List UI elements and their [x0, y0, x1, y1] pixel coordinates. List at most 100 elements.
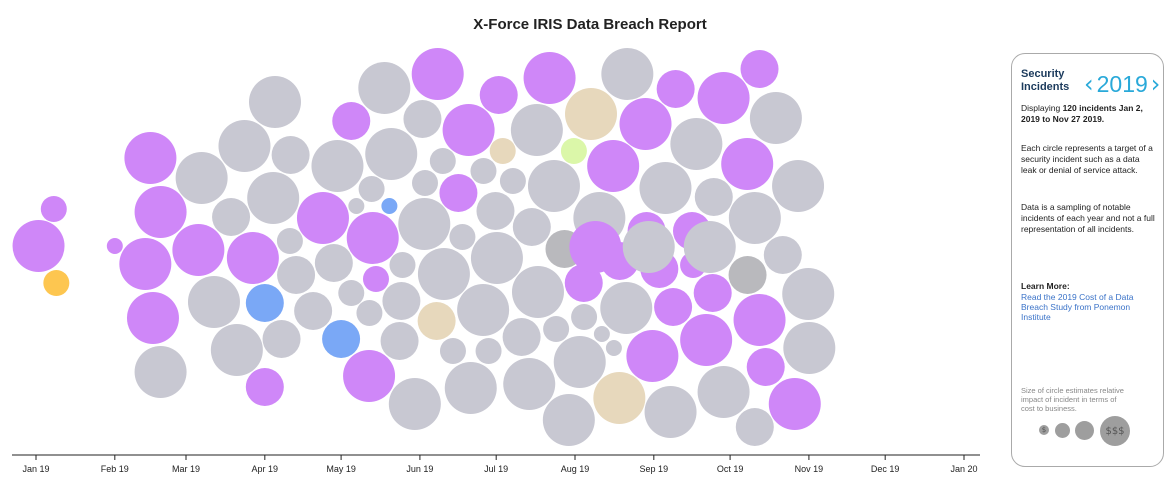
incident-bubble [782, 268, 835, 320]
incident-bubble [470, 232, 523, 284]
incident-bubble [212, 198, 251, 236]
display-prefix: Displaying [1021, 103, 1063, 113]
incident-bubble [639, 162, 692, 214]
chart-title: X-Force IRIS Data Breach Report [473, 16, 707, 33]
legend-large-symbol: $$$ [1105, 425, 1125, 437]
incident-bubble [569, 221, 622, 273]
incident-bubble [553, 336, 606, 388]
incident-bubble [680, 314, 733, 366]
incident-bubble [380, 322, 419, 360]
incident-bubble [411, 48, 464, 100]
description-circles: Each circle represents a target of a sec… [1021, 143, 1153, 175]
incident-bubble [439, 174, 478, 212]
incident-bubble [106, 238, 123, 254]
chevron-left-icon[interactable]: ‹ [1084, 70, 1094, 98]
incident-bubble [600, 282, 653, 334]
incident-bubble [644, 386, 697, 438]
incident-bubble [411, 170, 438, 196]
description-sampling: Data is a sampling of notable incidents … [1021, 202, 1155, 234]
info-panel: Security Incidents ‹ 2019 › Displaying 1… [1011, 53, 1164, 467]
incident-bubble [417, 302, 456, 340]
incident-bubble [746, 348, 785, 386]
legend-circle-xlarge: $$$ [1100, 416, 1130, 446]
incident-bubble [365, 128, 418, 180]
chevron-right-icon[interactable]: › [1150, 70, 1161, 98]
x-tick-label: Aug 19 [561, 464, 590, 474]
incident-bubble [733, 294, 786, 346]
incident-bubble [470, 158, 497, 184]
incident-bubble [322, 320, 361, 358]
incident-bubble [442, 104, 495, 156]
display-range: 120 incidents Jan 2, 2019 to Nov 27 2019… [1021, 103, 1143, 124]
x-tick-label: Jun 19 [406, 464, 433, 474]
incident-bubble [542, 394, 595, 446]
incident-bubble [245, 368, 284, 406]
incident-bubble [735, 408, 774, 446]
incident-bubble [564, 264, 603, 302]
incident-bubble [749, 92, 802, 144]
incident-bubble [134, 346, 187, 398]
incident-bubble [439, 338, 466, 364]
incident-bubble [728, 256, 767, 294]
chart-svg: Jan 19 Feb 19 Mar 19 Apr 19 May 19 Jun 19 Jul … [12, 48, 980, 474]
x-tick-label: Jul 19 [484, 464, 508, 474]
x-tick-label: Mar 19 [172, 464, 200, 474]
panel-heading: Security Incidents [1021, 68, 1070, 93]
incident-bubble [512, 208, 551, 246]
incident-bubble [593, 326, 610, 342]
incident-bubble [510, 104, 563, 156]
incident-bubble [124, 132, 177, 184]
incident-bubble [457, 284, 510, 336]
incident-bubble [740, 50, 779, 88]
x-tick-label: Oct 19 [717, 464, 744, 474]
incident-bubble [622, 221, 675, 273]
incident-bubble [126, 292, 179, 344]
incident-bubble [502, 318, 541, 356]
legend-small-symbol: $ [1041, 426, 1047, 434]
incident-bubble [245, 284, 284, 322]
incident-bubble [346, 212, 399, 264]
incident-bubble [247, 172, 300, 224]
incident-bubble [626, 330, 679, 382]
incident-bubble [601, 48, 654, 100]
x-tick-label: Feb 19 [101, 464, 129, 474]
incident-bubble [119, 238, 172, 290]
incident-bubble [479, 76, 518, 114]
incident-bubble [683, 221, 736, 273]
incident-bubble [417, 248, 470, 300]
x-tick-label: Sep 19 [640, 464, 669, 474]
display-summary: Displaying 120 incidents Jan 2, 2019 to … [1021, 103, 1157, 125]
incident-bubble [218, 120, 271, 172]
incident-bubble [296, 192, 349, 244]
x-tick-label: Jan 20 [950, 464, 977, 474]
x-tick-label: May 19 [326, 464, 356, 474]
learn-more-label: Learn More: [1021, 281, 1070, 291]
x-tick-label: Apr 19 [252, 464, 279, 474]
year-selector: ‹ 2019 › [1084, 69, 1160, 99]
x-tick-label: Dec 19 [871, 464, 900, 474]
incident-bubble [348, 198, 365, 214]
incident-bubble [294, 292, 333, 330]
incident-bubble [656, 70, 695, 108]
learn-more-link[interactable]: Read the 2019 Cost of a Data Breach Stud… [1021, 292, 1134, 322]
incident-bubble [768, 378, 821, 430]
size-note: Size of circle estimates relative impact… [1021, 386, 1124, 413]
incident-bubble [489, 138, 516, 164]
incident-bubble [343, 350, 396, 402]
incident-bubble [40, 196, 67, 222]
incident-bubble [356, 300, 383, 326]
incident-bubble [511, 266, 564, 318]
year-value: 2019 [1096, 70, 1148, 97]
incident-bubble [389, 252, 416, 278]
incident-bubble [277, 256, 316, 294]
incident-bubble [565, 88, 618, 140]
incident-bubble [210, 324, 263, 376]
incident-bubble [134, 186, 187, 238]
incident-bubble [694, 178, 733, 216]
incident-bubble [560, 138, 587, 164]
x-tick-label: Nov 19 [795, 464, 824, 474]
incident-bubble [449, 224, 476, 250]
incident-bubble [693, 274, 732, 312]
incident-bubble [388, 378, 441, 430]
incident-bubble [571, 304, 598, 330]
